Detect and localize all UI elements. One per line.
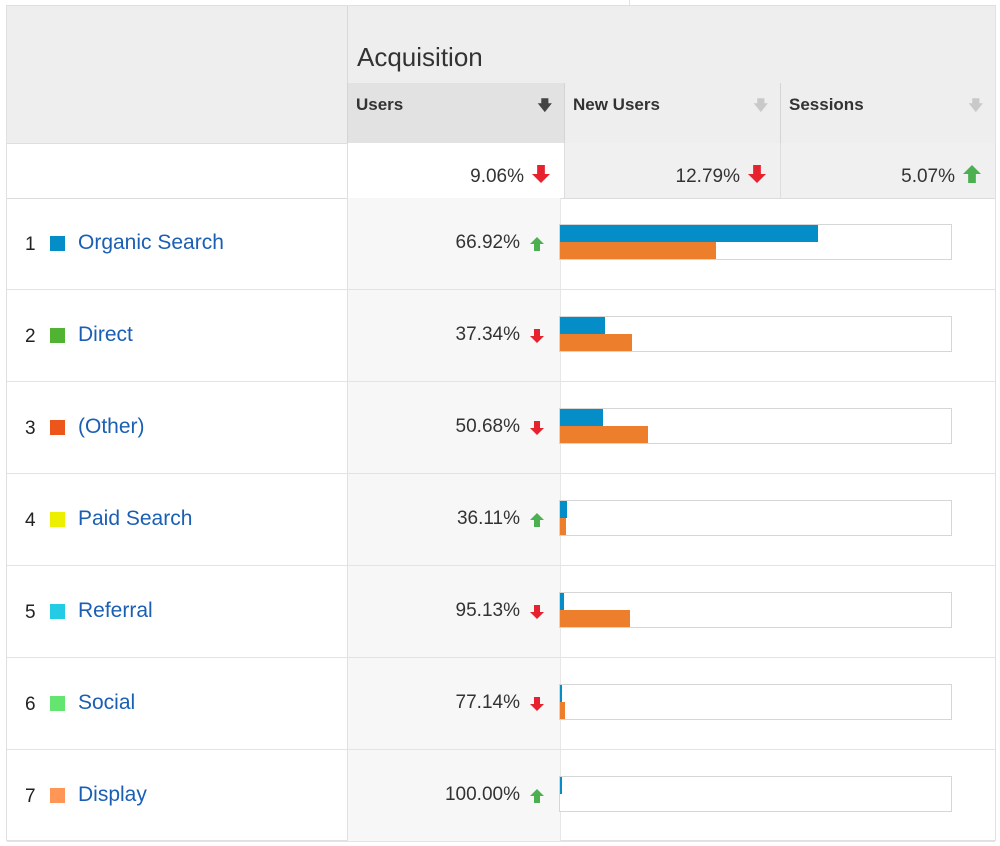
channel-link[interactable]: Referral xyxy=(78,599,153,622)
previous-period-bar xyxy=(560,518,566,535)
current-period-bar xyxy=(560,225,819,242)
sort-arrow-down-icon[interactable]: 🡇 xyxy=(753,97,768,113)
channel-link[interactable]: Paid Search xyxy=(78,507,193,530)
users-change-cell: 77.14% xyxy=(347,658,561,749)
users-change-value: 36.11% xyxy=(456,508,520,529)
summary-sessions-value: 5.07% xyxy=(901,166,955,187)
users-change-value: 50.68% xyxy=(455,416,520,437)
row-rank: 1 xyxy=(25,234,36,255)
arrow-down-icon xyxy=(530,605,544,619)
previous-period-bar xyxy=(560,610,631,627)
comparison-bar-chart xyxy=(559,224,952,260)
arrow-down-icon xyxy=(530,329,544,343)
arrow-up-icon xyxy=(530,789,544,803)
table-row: 6 Social 77.14% xyxy=(7,658,995,750)
row-rank: 3 xyxy=(25,418,36,439)
column-label: Sessions xyxy=(789,95,864,114)
acquisition-group-header: Acquisition xyxy=(347,6,996,83)
arrow-down-icon xyxy=(530,421,544,435)
group-title: Acquisition xyxy=(357,42,483,72)
summary-new-users-value: 12.79% xyxy=(675,166,740,187)
users-change-cell: 100.00% xyxy=(347,750,561,841)
users-change-value: 95.13% xyxy=(455,600,520,621)
channel-link[interactable]: Direct xyxy=(78,323,133,346)
channel-link[interactable]: Organic Search xyxy=(78,231,224,254)
table-row: 5 Referral 95.13% xyxy=(7,566,995,658)
top-strip xyxy=(0,0,1000,5)
users-change-value: 37.34% xyxy=(455,324,520,345)
row-rank: 6 xyxy=(25,694,36,715)
users-change-value: 100.00% xyxy=(444,784,520,805)
sort-arrow-down-icon[interactable]: 🡇 xyxy=(968,97,983,113)
previous-period-bar xyxy=(560,334,633,351)
summary-new-users-cell: 12.79% xyxy=(564,143,780,198)
summary-users-value: 9.06% xyxy=(470,166,524,187)
current-period-bar xyxy=(560,593,564,610)
comparison-bar-chart xyxy=(559,408,952,444)
table-row: 1 Organic Search 66.92% xyxy=(7,198,995,290)
row-rank: 2 xyxy=(25,326,36,347)
summary-users-cell: 9.06% xyxy=(347,143,564,198)
legend-swatch xyxy=(50,236,65,251)
legend-swatch xyxy=(50,512,65,527)
comparison-bar-chart xyxy=(559,776,952,812)
users-change-value: 77.14% xyxy=(455,692,520,713)
column-header-row: Users 🡇 New Users 🡇 Sessions 🡇 xyxy=(7,83,995,144)
users-change-cell: 37.34% xyxy=(347,290,561,381)
legend-swatch xyxy=(50,328,65,343)
channel-link[interactable]: (Other) xyxy=(78,415,145,438)
channel-link[interactable]: Social xyxy=(78,691,136,714)
arrow-up-icon xyxy=(530,513,544,527)
row-rank: 5 xyxy=(25,602,36,623)
comparison-bar-chart xyxy=(559,684,952,720)
header-group-row: Acquisition xyxy=(7,6,995,84)
legend-swatch xyxy=(50,788,65,803)
current-period-bar xyxy=(560,685,562,702)
previous-period-bar xyxy=(560,242,717,259)
current-period-bar xyxy=(560,317,605,334)
arrow-up-icon xyxy=(530,237,544,251)
comparison-bar-chart xyxy=(559,316,952,352)
divider xyxy=(629,0,630,5)
comparison-bar-chart xyxy=(559,500,952,536)
comparison-bar-chart xyxy=(559,592,952,628)
table-row: 3 (Other) 50.68% xyxy=(7,382,995,474)
summary-row: 9.06% 12.79% 5.07% xyxy=(7,143,995,199)
previous-period-bar xyxy=(560,426,648,443)
column-header-new-users[interactable]: New Users 🡇 xyxy=(564,83,780,143)
legend-swatch xyxy=(50,420,65,435)
users-change-cell: 95.13% xyxy=(347,566,561,657)
previous-period-bar xyxy=(560,702,566,719)
current-period-bar xyxy=(560,409,603,426)
arrow-down-icon xyxy=(748,165,766,183)
row-rank: 7 xyxy=(25,786,36,807)
table-row: 7 Display 100.00% xyxy=(7,750,995,842)
legend-swatch xyxy=(50,696,65,711)
arrow-down-icon xyxy=(532,165,550,183)
column-label: New Users xyxy=(573,95,660,114)
arrow-up-icon xyxy=(963,165,981,183)
users-change-cell: 66.92% xyxy=(347,198,561,289)
table-row: 2 Direct 37.34% xyxy=(7,290,995,382)
column-header-sessions[interactable]: Sessions 🡇 xyxy=(780,83,995,143)
column-label: Users xyxy=(356,95,404,114)
users-change-cell: 50.68% xyxy=(347,382,561,473)
legend-swatch xyxy=(50,604,65,619)
users-change-value: 66.92% xyxy=(455,232,520,253)
table-row: 4 Paid Search 36.11% xyxy=(7,474,995,566)
sort-arrow-down-icon[interactable]: 🡇 xyxy=(537,97,552,113)
summary-sessions-cell: 5.07% xyxy=(780,143,995,198)
acquisition-table: Acquisition Users 🡇 New Users 🡇 Sessions… xyxy=(6,5,996,842)
channel-link[interactable]: Display xyxy=(78,783,147,806)
row-rank: 4 xyxy=(25,510,36,531)
current-period-bar xyxy=(560,501,568,518)
arrow-down-icon xyxy=(530,697,544,711)
column-header-users[interactable]: Users 🡇 xyxy=(347,83,564,143)
users-change-cell: 36.11% xyxy=(347,474,561,565)
current-period-bar xyxy=(560,777,562,794)
